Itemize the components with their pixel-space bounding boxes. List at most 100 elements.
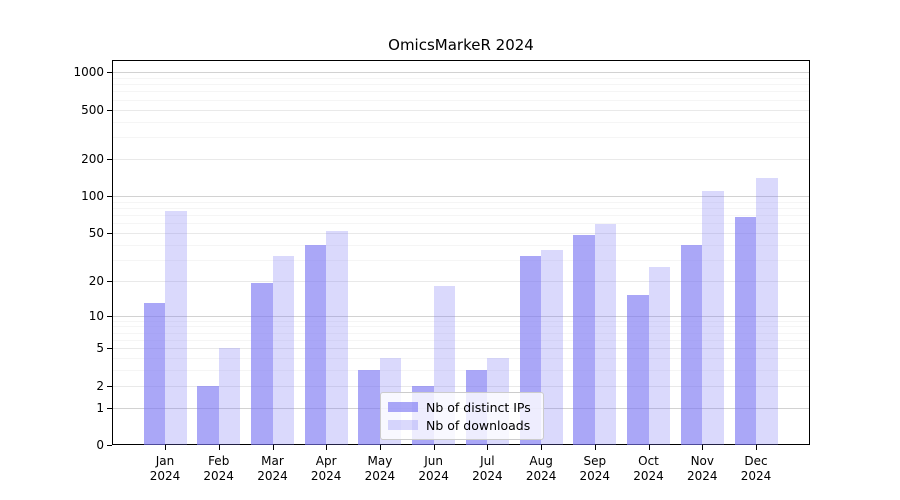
bar-ips-oct [627,295,649,445]
gridline-minor [113,326,809,328]
x-tick-label: Jul 2024 [472,454,503,483]
bar-ips-sep [573,234,595,445]
x-tick-mark [541,445,543,450]
gridline-minor [113,223,809,225]
y-tick-label: 10 [88,308,104,323]
x-tick-mark [165,445,166,450]
y-tick-label: 20 [88,273,104,288]
gridline-minor [113,244,809,246]
gridline-minor [113,259,809,261]
x-tick-mark [218,445,220,450]
x-tick-label: Oct 2024 [633,454,664,483]
legend-label-downloads: Nb of downloads [426,417,531,433]
bar-downloads-sep [594,224,617,445]
y-tick-mark [107,445,112,446]
legend-swatch-downloads [388,420,418,430]
legend-item-downloads: Nb of downloads [388,416,535,434]
gridline [113,348,809,350]
x-tick-mark [379,445,381,450]
gridline-minor [113,99,809,101]
gridline [113,109,809,111]
x-tick-label: Jan 2024 [149,454,181,483]
x-tick-mark [272,445,274,450]
x-tick-mark [326,445,328,450]
y-tick-mark [107,232,112,234]
y-tick-mark [107,72,112,74]
gridline [113,158,809,160]
bar-ips-apr [304,244,327,445]
y-tick-mark [107,109,112,111]
y-tick-label: 5 [96,341,104,356]
bar-ips-may [358,370,380,445]
x-tick-label: Dec 2024 [740,454,772,483]
bar-ips-jan [143,302,165,445]
x-tick-mark [594,445,596,450]
y-tick-mark [107,385,112,387]
chart-title: OmicsMarkeR 2024 [388,36,534,54]
bar-downloads-mar [272,256,294,445]
bar-downloads-jan [165,211,187,445]
x-tick-label: Jun 2024 [418,454,449,483]
gridline-minor [113,77,809,79]
legend-label-ips: Nb of distinct IPs [426,399,531,415]
y-tick-mark [107,348,112,350]
gridline-minor [113,84,809,86]
gridline-minor [113,370,809,372]
gridline-minor [113,332,809,334]
bar-downloads-feb [218,348,241,445]
y-tick-label: 1000 [73,65,104,80]
legend-item-distinct-ips: Nb of distinct IPs [388,398,535,416]
x-tick-label: Apr 2024 [310,454,342,483]
x-tick-label: Mar 2024 [257,454,288,483]
gridline [113,385,809,387]
gridline [113,72,809,74]
gridline [113,232,809,234]
x-tick-label: May 2024 [364,454,396,483]
bar-ips-mar [251,283,273,445]
bar-downloads-dec [756,177,778,445]
y-tick-label: 0 [96,438,104,452]
x-tick-mark [433,445,435,450]
bar-downloads-aug [541,250,563,445]
gridline-minor [113,207,809,209]
legend-swatch-ips [388,402,418,412]
gridline-minor [113,340,809,341]
gridline-minor [113,91,809,93]
gridline-minor [113,214,809,216]
gridline-minor [113,358,809,360]
y-tick-mark [107,407,112,409]
gridline-minor [113,137,809,138]
x-tick-mark [648,445,650,450]
x-tick-label: Sep 2024 [579,454,611,483]
y-tick-label: 2 [96,378,104,393]
y-tick-label: 500 [81,102,104,117]
y-tick-label: 50 [88,225,104,240]
gridline [113,315,809,317]
gridline-minor [113,201,809,203]
x-tick-label: Feb 2024 [203,454,234,483]
bar-ips-dec [734,217,756,445]
y-tick-mark [107,315,112,317]
x-tick-mark [487,445,489,450]
y-tick-label: 200 [81,151,104,166]
gridline [113,195,809,197]
y-tick-label: 100 [81,188,104,203]
legend: Nb of distinct IPs Nb of downloads [380,392,544,440]
x-tick-mark [756,445,757,450]
gridline-minor [113,320,809,322]
bar-downloads-oct [648,267,670,445]
bar-ips-feb [197,385,219,445]
bar-ips-nov [680,244,703,445]
y-tick-mark [107,280,112,282]
gridline [113,280,809,282]
x-tick-mark [702,445,704,450]
x-tick-label: Aug 2024 [525,454,557,483]
x-tick-label: Nov 2024 [687,454,718,483]
y-tick-label: 1 [96,400,104,415]
y-tick-mark [107,158,112,160]
y-tick-mark [107,195,112,197]
bar-downloads-nov [702,190,724,445]
bar-downloads-apr [326,230,348,445]
gridline-minor [113,121,809,123]
